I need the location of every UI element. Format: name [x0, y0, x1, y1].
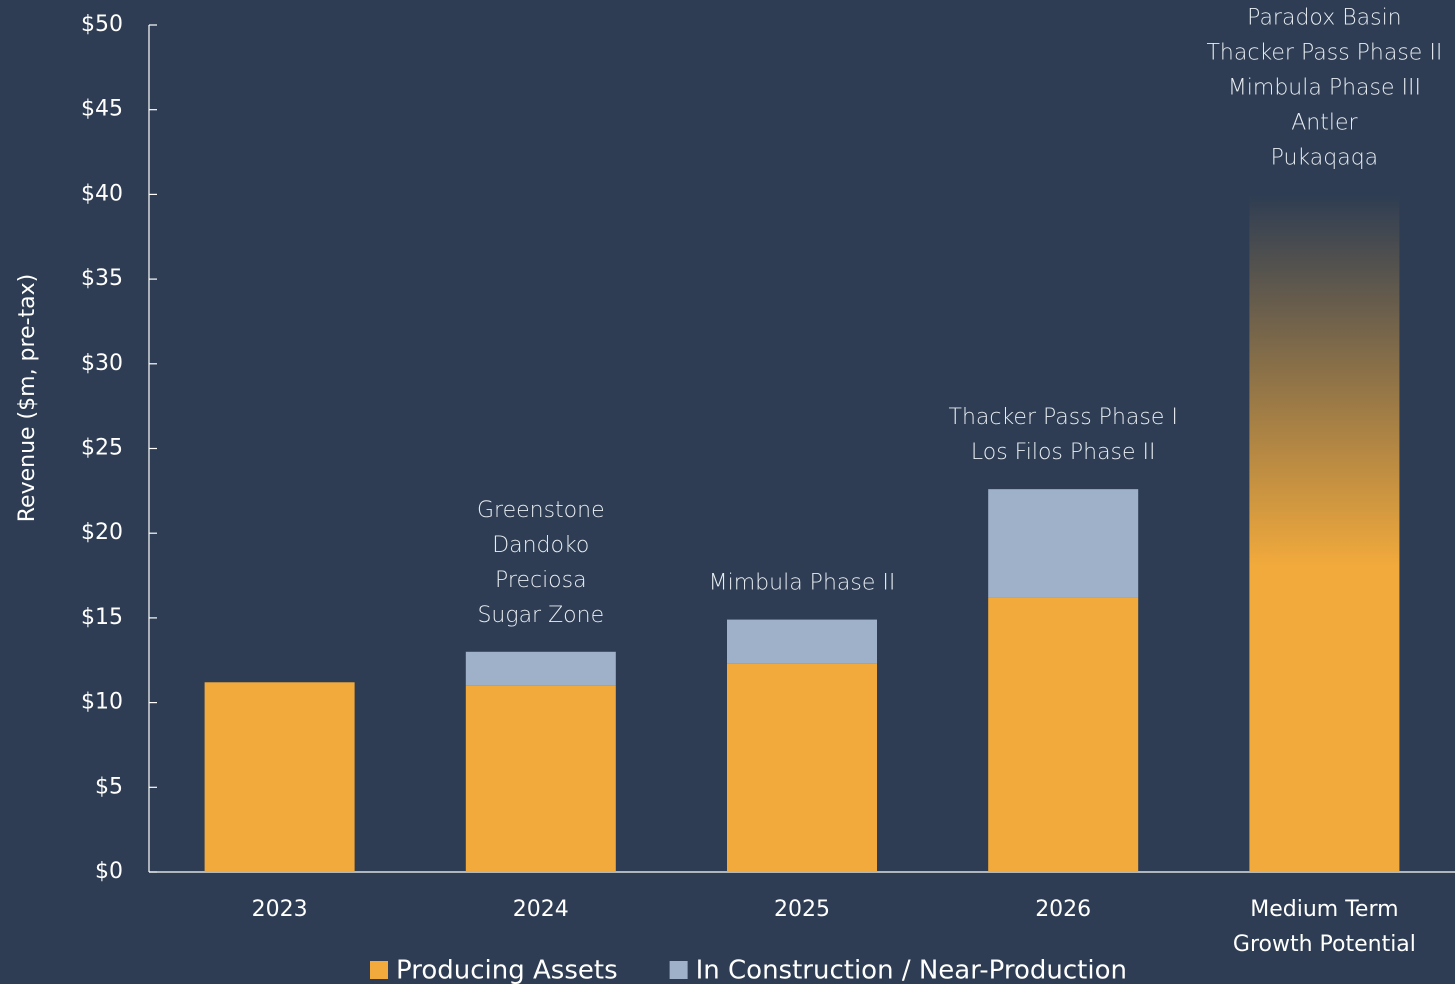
bar-segment	[1249, 194, 1400, 872]
y-tick-label: $35	[81, 266, 123, 291]
y-tick-label: $10	[81, 690, 123, 715]
annotation: Paradox Basin	[1247, 5, 1401, 30]
annotation: Thacker Pass Phase I	[949, 405, 1178, 430]
x-tick-label: Medium Term Growth Potential	[1233, 897, 1416, 957]
y-tick-label: $40	[81, 181, 123, 206]
x-tick-label: 2025	[774, 897, 830, 922]
annotation: Antler	[1291, 110, 1358, 135]
annotation: Preciosa	[495, 568, 587, 593]
annotation: Greenstone	[477, 498, 605, 523]
bar-segment	[727, 619, 877, 664]
bar-segment	[465, 651, 616, 686]
legend-label: In Construction / Near-Production	[696, 956, 1127, 984]
bar-segment	[204, 682, 355, 872]
annotation: Dandoko	[492, 533, 589, 558]
annotation: Thacker Pass Phase II	[1206, 40, 1442, 65]
x-tick-label: 2026	[1035, 897, 1091, 922]
legend-swatch	[669, 961, 688, 979]
legend-swatch	[370, 961, 388, 979]
annotation: Mimbula Phase III	[1228, 75, 1421, 100]
y-tick-label: $45	[81, 97, 123, 122]
bar-segment	[465, 685, 616, 872]
y-tick-label: $0	[95, 859, 123, 884]
annotation: Pukaqaqa	[1271, 145, 1379, 170]
bar-segment	[727, 663, 877, 872]
y-tick-label: $25	[81, 436, 123, 461]
x-tick-label: 2023	[252, 897, 308, 922]
bar-segment	[988, 597, 1139, 872]
x-tick-label: 2024	[513, 897, 569, 922]
annotation: Mimbula Phase II	[709, 571, 896, 596]
y-tick-label: $50	[81, 12, 123, 37]
y-tick-label: $15	[81, 605, 123, 630]
annotation: Los Filos Phase II	[971, 440, 1156, 465]
annotation: Sugar Zone	[477, 603, 604, 628]
y-tick-label: $20	[81, 520, 123, 545]
y-tick-label: $5	[95, 774, 123, 799]
y-axis-label: Revenue ($m, pre-tax)	[15, 274, 40, 523]
bar-segment	[988, 489, 1139, 598]
legend-label: Producing Assets	[396, 956, 618, 984]
y-tick-label: $30	[81, 351, 123, 376]
